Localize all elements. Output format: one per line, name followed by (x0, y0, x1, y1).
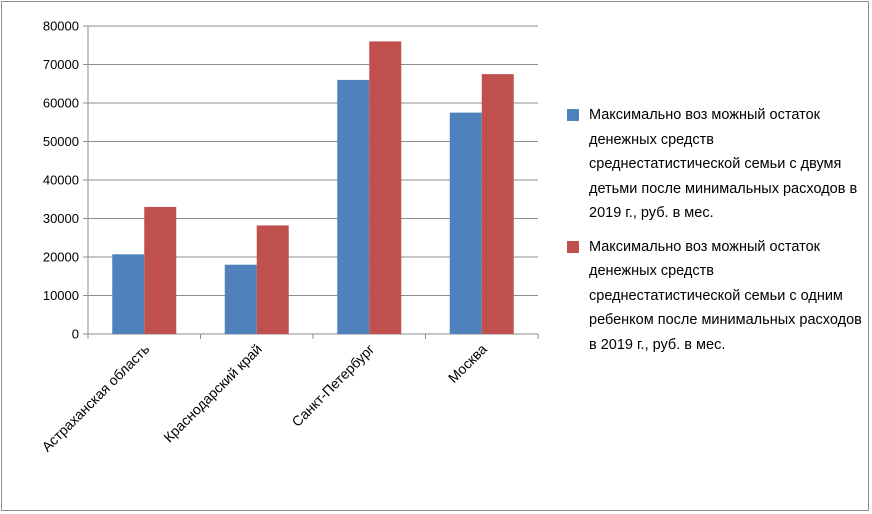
legend-label: Максимально воз можный остаток денежных … (589, 238, 862, 353)
legend-swatch (567, 240, 579, 253)
legend-item-series2: Максимально воз можный остаток денежных … (567, 235, 862, 358)
bar-series1-3 (449, 112, 482, 334)
x-category-label: Москва (445, 341, 490, 386)
legend-item-series1: Максимально воз можный остаток денежных … (567, 103, 862, 226)
y-tick-label: 20000 (43, 250, 79, 265)
y-tick-label: 0 (72, 327, 79, 342)
bar-series2-1 (256, 225, 289, 334)
y-tick-label: 50000 (43, 134, 79, 149)
x-category-label: Краснодарский край (160, 341, 265, 446)
y-tick-label: 60000 (43, 96, 79, 111)
bar-series1-0 (112, 254, 145, 334)
legend-label: Максимально воз можный остаток денежных … (589, 107, 858, 221)
bar-series2-2 (369, 41, 402, 335)
bar-series2-3 (481, 74, 514, 334)
y-tick-label: 70000 (43, 57, 79, 72)
legend: Максимально воз можный остаток денежных … (567, 103, 862, 366)
bar-series1-2 (337, 79, 370, 335)
y-tick-label: 40000 (43, 173, 79, 188)
y-tick-label: 30000 (43, 211, 79, 226)
y-tick-label: 80000 (43, 19, 79, 34)
bar-series1-1 (224, 264, 257, 334)
legend-swatch (567, 109, 579, 121)
x-category-label: Астраханская область (38, 341, 152, 455)
bar-series2-0 (144, 206, 177, 334)
x-category-label: Санкт-Петербург (288, 341, 377, 430)
y-tick-label: 10000 (43, 288, 79, 303)
